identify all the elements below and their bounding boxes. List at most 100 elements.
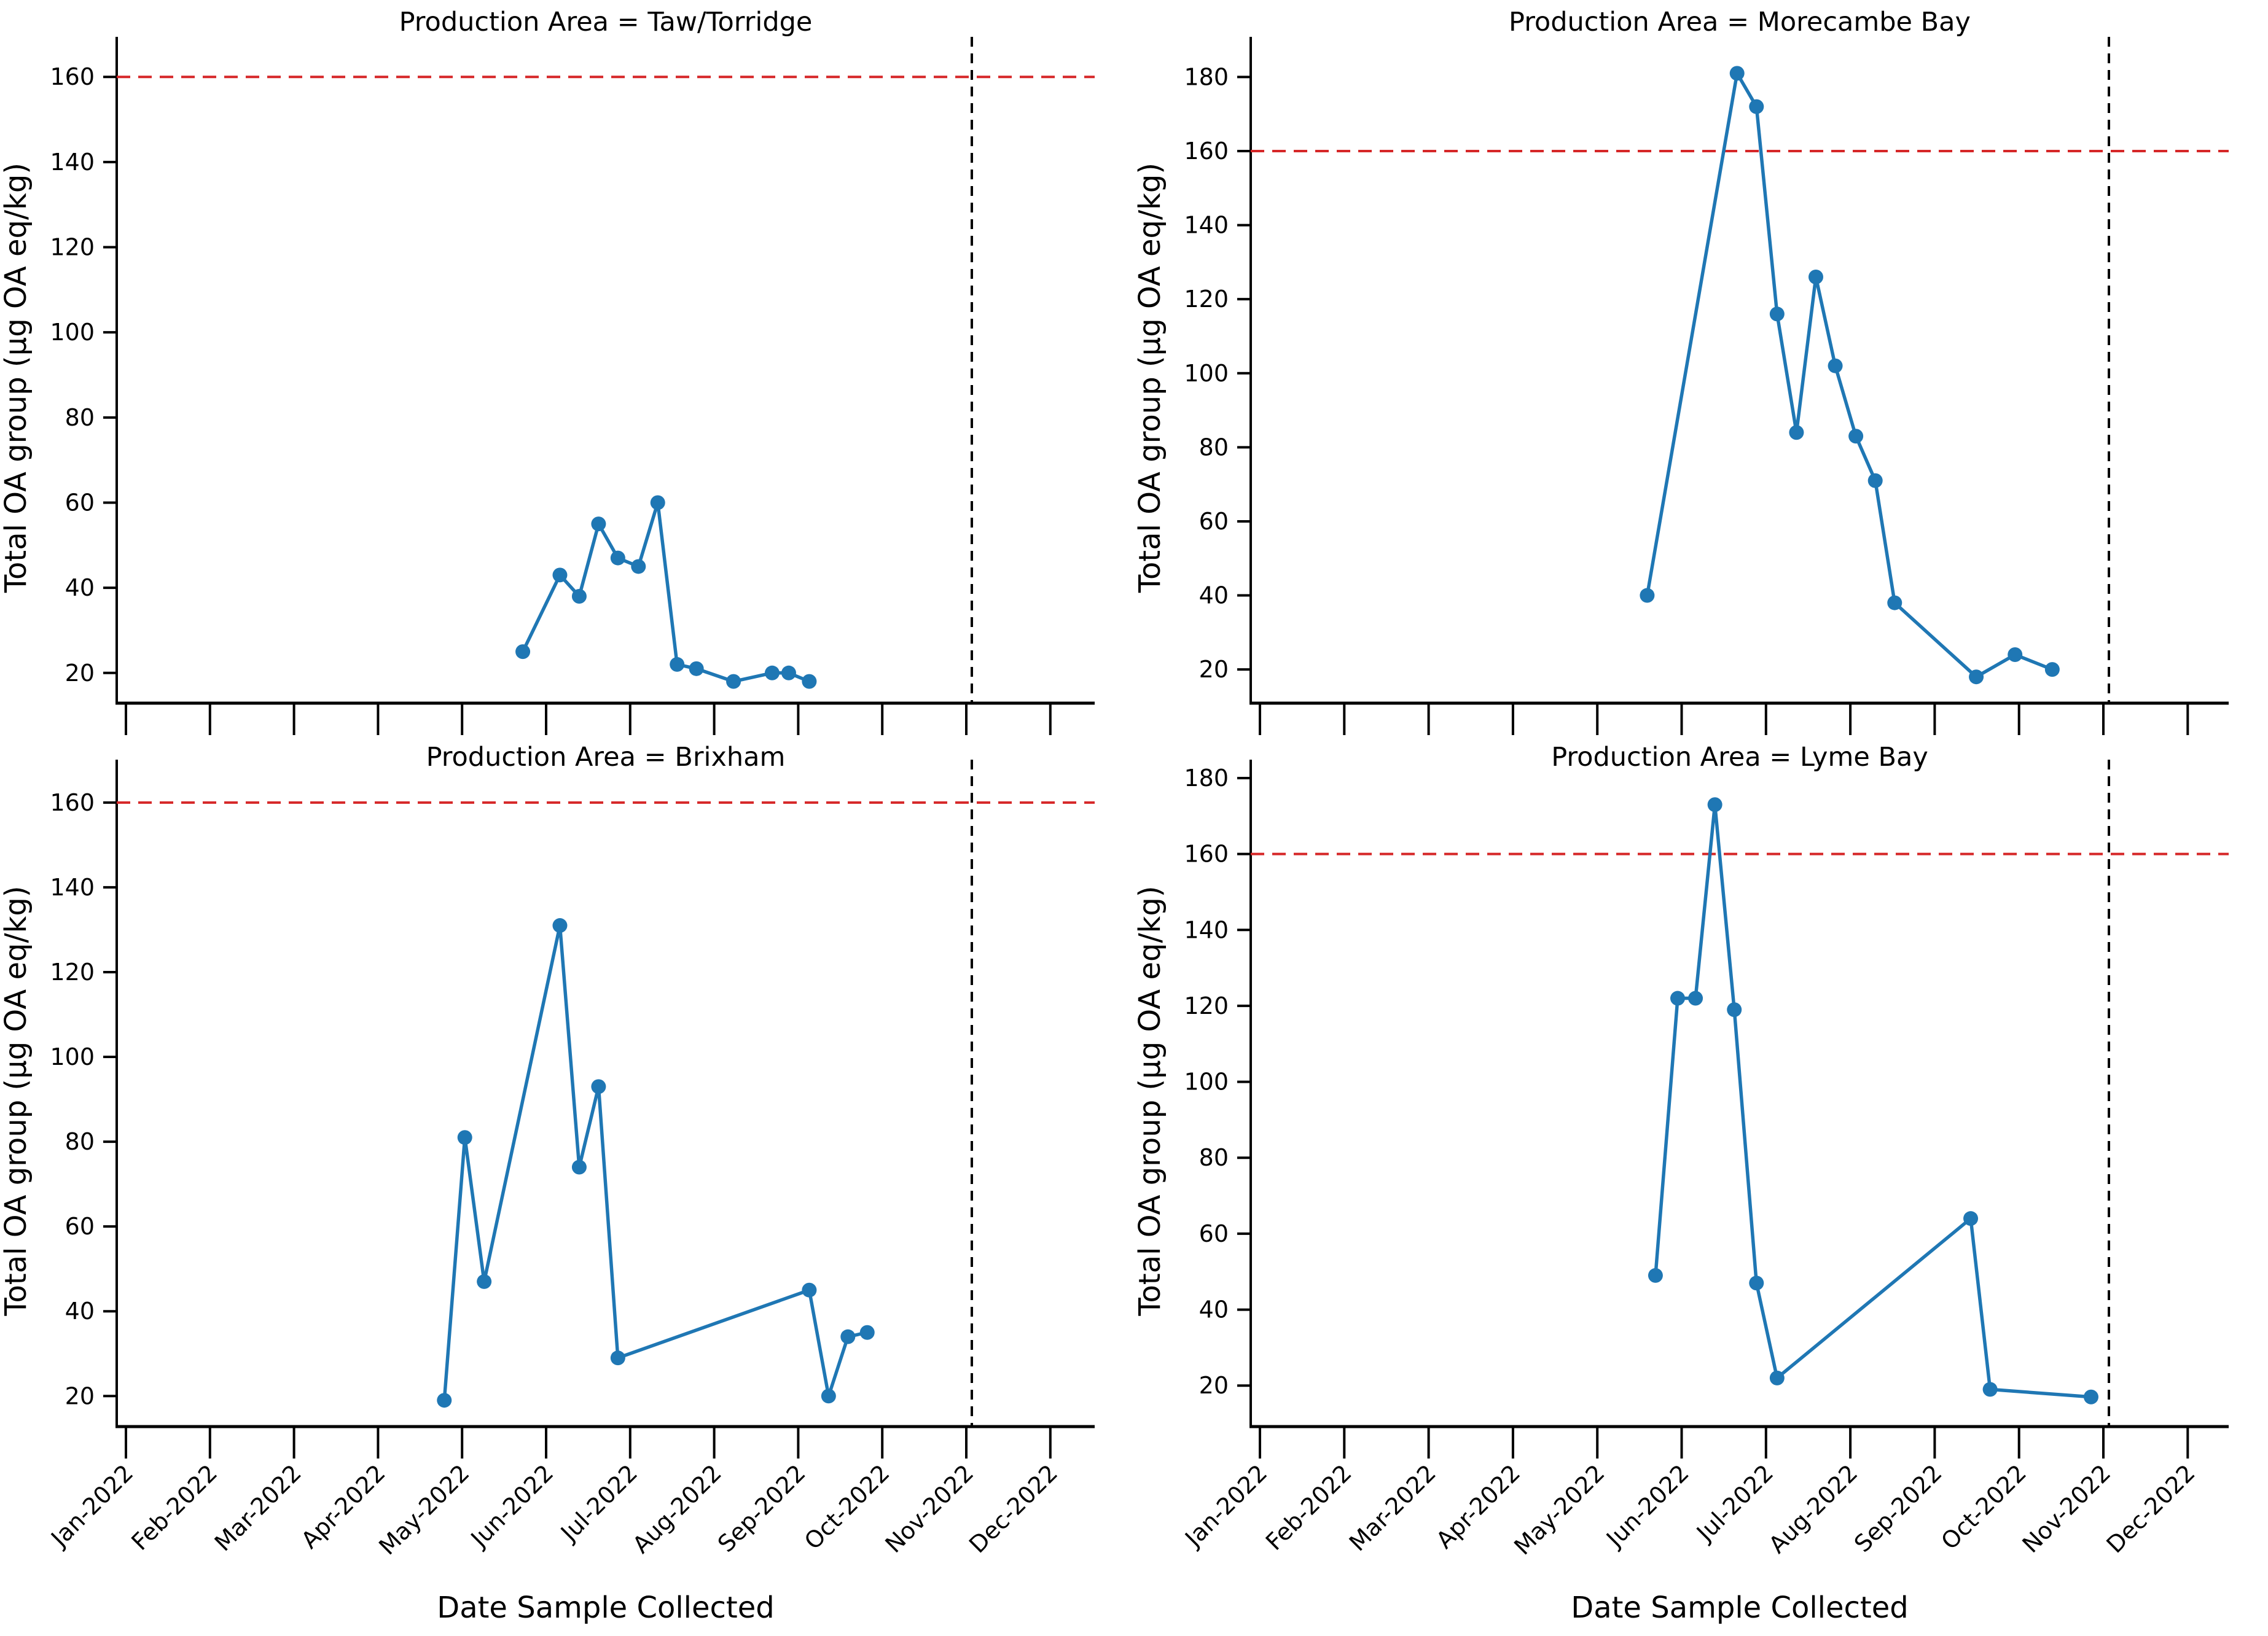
x-tick-label: Jan-2022	[1179, 1459, 1272, 1552]
series-line	[1645, 71, 2054, 679]
data-point	[1707, 797, 1723, 812]
data-point	[650, 495, 665, 510]
data-point	[1867, 473, 1883, 488]
data-point	[1729, 66, 1745, 81]
data-point	[1808, 269, 1823, 284]
data-point	[2083, 1389, 2098, 1404]
x-tick-label: Jan-2022	[45, 1459, 138, 1552]
data-point	[1640, 588, 1655, 603]
data-point	[689, 661, 704, 676]
y-tick-label: 40	[65, 1298, 95, 1325]
data-point	[1769, 306, 1785, 322]
data-point	[2008, 647, 2023, 663]
facet-title: Production Area = Morecambe Bay	[1509, 7, 1971, 37]
x-tick-label: Jul-2022	[1691, 1459, 1778, 1547]
data-point	[726, 674, 741, 689]
y-tick-label: 160	[50, 63, 95, 90]
x-tick-label: Aug-2022	[627, 1459, 727, 1559]
y-tick-label: 60	[1199, 508, 1229, 535]
x-tick-label: Sep-2022	[713, 1459, 811, 1557]
data-point	[1982, 1382, 1998, 1397]
y-tick-label: 40	[1199, 1296, 1229, 1323]
data-point	[515, 644, 531, 660]
series-line	[1654, 803, 2093, 1399]
data-point	[552, 567, 568, 583]
data-point	[1769, 1370, 1785, 1385]
y-tick-label: 20	[1199, 656, 1229, 683]
x-tick-label: May-2022	[1509, 1459, 1609, 1560]
data-point	[437, 1393, 452, 1408]
y-tick-label: 60	[65, 489, 95, 516]
y-tick-label: 40	[65, 574, 95, 601]
x-tick-label: Sep-2022	[1849, 1459, 1947, 1557]
data-point	[1688, 991, 1703, 1006]
data-point	[1848, 429, 1864, 444]
data-point	[2044, 662, 2060, 677]
y-tick-label: 180	[1184, 765, 1229, 792]
y-tick-label: 120	[1184, 992, 1229, 1019]
y-tick-label: 20	[1199, 1372, 1229, 1399]
x-tick-label: Feb-2022	[1261, 1459, 1357, 1556]
y-tick-label: 20	[65, 660, 95, 687]
y-tick-label: 120	[1184, 286, 1229, 313]
x-tick-label: Dec-2022	[2101, 1459, 2200, 1558]
data-point	[610, 550, 625, 566]
y-tick-label: 140	[50, 149, 95, 176]
y-tick-label: 160	[50, 789, 95, 816]
y-tick-label: 80	[1199, 434, 1229, 461]
x-tick-label: Jun-2022	[465, 1459, 559, 1553]
x-axis-title: Date Sample Collected	[437, 1591, 775, 1625]
y-tick-label: 160	[1184, 138, 1229, 165]
data-point	[1963, 1211, 1979, 1226]
x-tick-label: Oct-2022	[799, 1459, 895, 1555]
series-line	[442, 924, 869, 1402]
data-point	[1648, 1268, 1663, 1283]
y-axis-title: Total OA group (µg OA eq/kg)	[1133, 163, 1167, 593]
x-tick-label: Jun-2022	[1600, 1459, 1694, 1553]
data-point	[802, 674, 817, 689]
y-tick-label: 180	[1184, 63, 1229, 90]
data-point	[781, 665, 796, 680]
data-point	[1887, 595, 1902, 610]
data-point	[764, 665, 780, 680]
y-axis-title: Total OA group (µg OA eq/kg)	[0, 163, 33, 593]
data-point	[610, 1350, 625, 1366]
y-tick-label: 40	[1199, 582, 1229, 609]
y-tick-label: 80	[1199, 1144, 1229, 1171]
x-tick-label: Feb-2022	[126, 1459, 222, 1556]
y-tick-label: 80	[65, 1128, 95, 1155]
y-tick-label: 100	[50, 319, 95, 346]
y-tick-label: 120	[50, 959, 95, 986]
y-tick-label: 60	[65, 1213, 95, 1240]
data-point	[840, 1329, 856, 1344]
y-tick-label: 80	[65, 404, 95, 431]
y-tick-label: 120	[50, 234, 95, 261]
data-point	[1727, 1002, 1742, 1018]
y-tick-label: 100	[1184, 1069, 1229, 1096]
series-line	[521, 501, 811, 684]
x-tick-label: Dec-2022	[964, 1459, 1063, 1558]
y-axis-title: Total OA group (µg OA eq/kg)	[0, 886, 33, 1316]
x-tick-label: Jul-2022	[555, 1459, 643, 1547]
data-point	[591, 516, 606, 532]
data-point	[670, 656, 685, 672]
data-point	[571, 1159, 587, 1175]
x-tick-label: Mar-2022	[1344, 1459, 1441, 1556]
y-tick-label: 100	[1184, 360, 1229, 387]
data-point	[821, 1389, 836, 1404]
facet-title: Production Area = Lyme Bay	[1551, 742, 1928, 773]
facet-title: Production Area = Taw/Torridge	[399, 7, 813, 37]
data-point	[591, 1079, 606, 1094]
data-point	[1789, 425, 1804, 440]
y-tick-label: 100	[50, 1043, 95, 1070]
data-point	[1828, 358, 1843, 373]
data-point	[1749, 1276, 1764, 1291]
data-point	[1749, 99, 1764, 114]
data-point	[631, 559, 646, 574]
facet-title: Production Area = Brixham	[426, 742, 786, 773]
y-axis-title: Total OA group (µg OA eq/kg)	[1133, 886, 1167, 1316]
data-point	[1969, 669, 1984, 685]
data-point	[477, 1274, 492, 1289]
